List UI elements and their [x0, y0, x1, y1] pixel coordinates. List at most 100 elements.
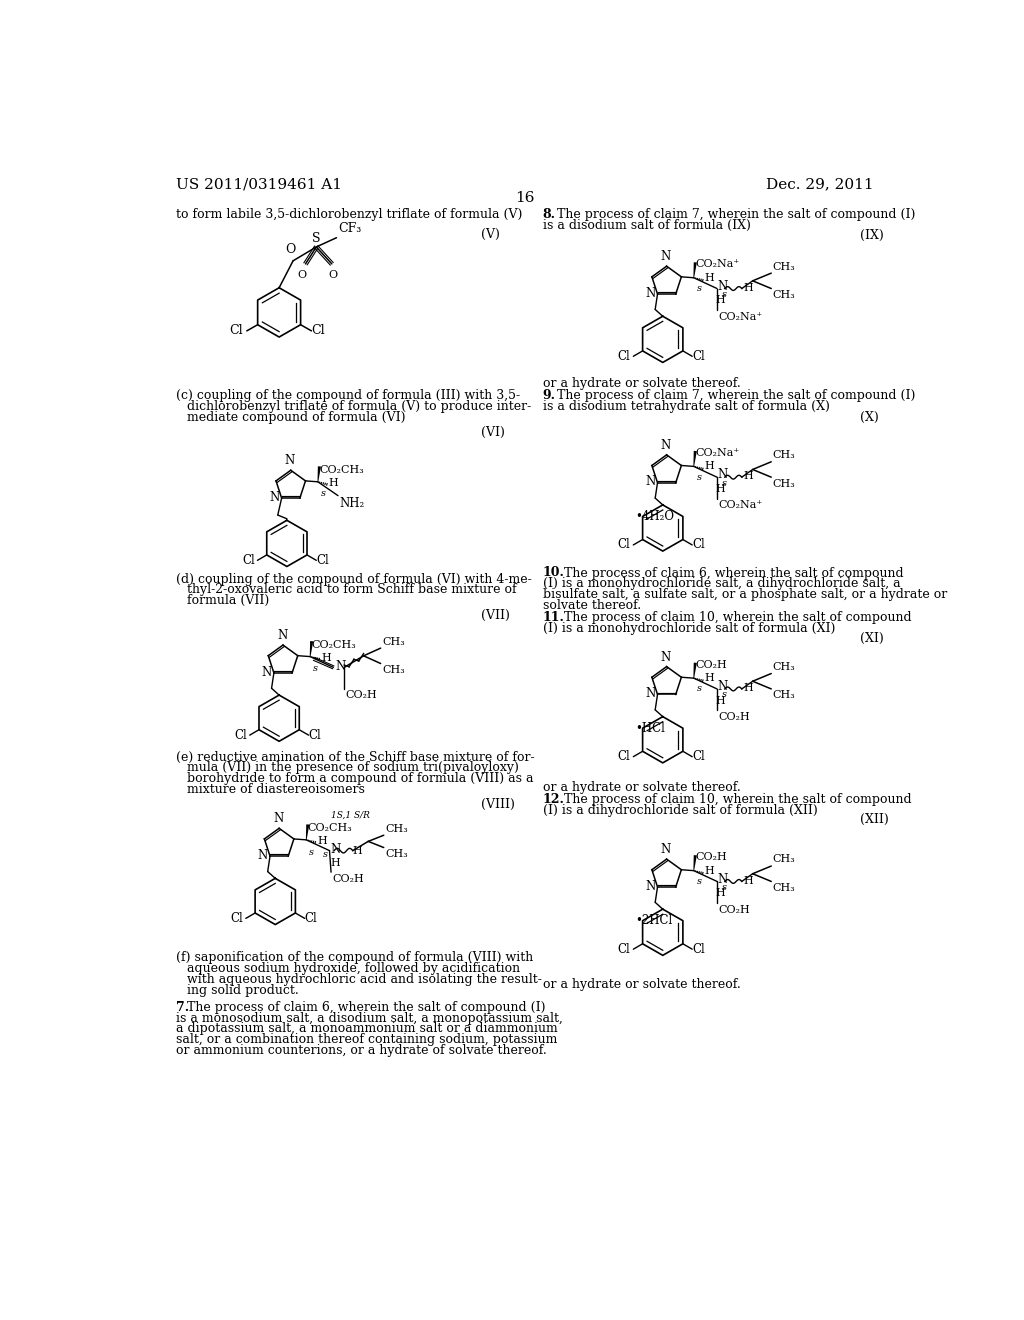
Text: N: N — [660, 651, 671, 664]
Text: is a disodium salt of formula (IX): is a disodium salt of formula (IX) — [543, 219, 751, 232]
Text: is a monosodium salt, a disodium salt, a monopotassium salt,: is a monosodium salt, a disodium salt, a… — [176, 1011, 563, 1024]
Text: 10.: 10. — [543, 566, 564, 579]
Text: CO₂H: CO₂H — [333, 874, 365, 883]
Text: Cl: Cl — [692, 539, 705, 552]
Text: H: H — [716, 296, 725, 305]
Text: CH₃: CH₃ — [382, 636, 404, 647]
Text: Cl: Cl — [308, 729, 322, 742]
Text: H: H — [317, 837, 327, 846]
Text: s: s — [722, 690, 727, 700]
Text: N: N — [335, 660, 345, 673]
Text: a dipotassium salt, a monoammonium salt or a diammonium: a dipotassium salt, a monoammonium salt … — [176, 1022, 558, 1035]
Text: Cl: Cl — [316, 554, 329, 566]
Text: Cl: Cl — [617, 942, 631, 956]
Text: H: H — [352, 846, 362, 855]
Text: CO₂CH₃: CO₂CH₃ — [308, 822, 352, 833]
Text: H: H — [743, 282, 753, 293]
Text: CO₂H: CO₂H — [719, 904, 751, 915]
Text: H: H — [743, 875, 753, 886]
Text: CH₃: CH₃ — [773, 290, 796, 300]
Text: (I) is a monohydrochloride salt of formula (XI): (I) is a monohydrochloride salt of formu… — [543, 622, 835, 635]
Text: 8.: 8. — [543, 209, 556, 222]
Text: CH₃: CH₃ — [773, 690, 796, 701]
Text: (VII): (VII) — [480, 609, 510, 622]
Text: Dec. 29, 2011: Dec. 29, 2011 — [766, 178, 873, 191]
Text: ing solid product.: ing solid product. — [187, 983, 299, 997]
Text: N: N — [645, 286, 655, 300]
Text: N: N — [660, 438, 671, 451]
Text: (V): (V) — [480, 227, 500, 240]
Text: N: N — [718, 280, 728, 293]
Text: US 2011/0319461 A1: US 2011/0319461 A1 — [176, 178, 342, 191]
Text: Cl: Cl — [617, 539, 631, 552]
Text: Cl: Cl — [234, 729, 247, 742]
Text: CO₂Na⁺: CO₂Na⁺ — [695, 447, 739, 458]
Polygon shape — [317, 466, 321, 482]
Text: CO₂H: CO₂H — [719, 711, 751, 722]
Text: dichlorobenzyl triflate of formula (V) to produce inter-: dichlorobenzyl triflate of formula (V) t… — [187, 400, 531, 413]
Text: S: S — [312, 231, 321, 244]
Text: N: N — [645, 879, 655, 892]
Text: (X): (X) — [860, 411, 880, 424]
Text: 1S,1 S/R: 1S,1 S/R — [331, 810, 370, 820]
Text: The process of claim 6, wherein the salt of compound (I): The process of claim 6, wherein the salt… — [187, 1001, 546, 1014]
Text: 7.: 7. — [176, 1001, 189, 1014]
Text: (f) saponification of the compound of formula (VIII) with: (f) saponification of the compound of fo… — [176, 952, 534, 965]
Text: s: s — [309, 847, 314, 857]
Polygon shape — [693, 451, 697, 466]
Text: Cl: Cl — [305, 912, 317, 925]
Text: is a disodium tetrahydrate salt of formula (X): is a disodium tetrahydrate salt of formu… — [543, 400, 829, 413]
Text: s: s — [697, 473, 701, 482]
Text: (VI): (VI) — [480, 426, 505, 440]
Text: CH₃: CH₃ — [773, 883, 796, 892]
Text: N: N — [718, 680, 728, 693]
Text: bisulfate salt, a sulfate salt, or a phosphate salt, or a hydrate or: bisulfate salt, a sulfate salt, or a pho… — [543, 589, 947, 601]
Text: Cl: Cl — [230, 912, 243, 925]
Text: (VIII): (VIII) — [480, 797, 514, 810]
Text: CH₃: CH₃ — [382, 665, 404, 675]
Text: Cl: Cl — [692, 750, 705, 763]
Text: Cl: Cl — [242, 554, 255, 566]
Text: H: H — [705, 273, 715, 282]
Text: or a hydrate or solvate thereof.: or a hydrate or solvate thereof. — [543, 978, 740, 991]
Text: O: O — [329, 271, 338, 280]
Text: N: N — [645, 688, 655, 700]
Text: s: s — [313, 664, 318, 673]
Text: with aqueous hydrochloric acid and isolating the result-: with aqueous hydrochloric acid and isola… — [187, 973, 542, 986]
Text: CO₂H: CO₂H — [346, 690, 378, 701]
Text: CO₂H: CO₂H — [695, 660, 727, 669]
Polygon shape — [309, 642, 313, 656]
Text: formula (VII): formula (VII) — [187, 594, 269, 607]
Text: CH₃: CH₃ — [773, 479, 796, 488]
Text: aqueous sodium hydroxide, followed by acidification: aqueous sodium hydroxide, followed by ac… — [187, 962, 520, 975]
Text: Cl: Cl — [229, 325, 244, 338]
Text: N: N — [261, 665, 271, 678]
Text: Cl: Cl — [617, 750, 631, 763]
Text: N: N — [718, 469, 728, 482]
Text: to form labile 3,5-dichlorobenzyl triflate of formula (V): to form labile 3,5-dichlorobenzyl trifla… — [176, 209, 522, 222]
Text: H: H — [716, 484, 725, 494]
Text: H: H — [705, 866, 715, 875]
Text: •4H₂O: •4H₂O — [636, 510, 675, 523]
Text: N: N — [278, 628, 288, 642]
Text: CH₃: CH₃ — [773, 261, 796, 272]
Polygon shape — [693, 855, 697, 871]
Text: N: N — [331, 843, 341, 857]
Text: •HCl: •HCl — [636, 722, 666, 735]
Text: N: N — [285, 454, 295, 467]
Text: 9.: 9. — [543, 389, 556, 403]
Text: mula (VII) in the presence of sodium tri(pivaloyloxy): mula (VII) in the presence of sodium tri… — [187, 762, 519, 775]
Text: H: H — [705, 462, 715, 471]
Text: CO₂CH₃: CO₂CH₃ — [319, 465, 365, 475]
Text: borohydride to form a compound of formula (VIII) as a: borohydride to form a compound of formul… — [187, 772, 534, 785]
Text: (d) coupling of the compound of formula (VI) with 4-me-: (d) coupling of the compound of formula … — [176, 573, 531, 586]
Text: Cl: Cl — [692, 942, 705, 956]
Text: solvate thereof.: solvate thereof. — [543, 599, 641, 612]
Text: CF₃: CF₃ — [338, 222, 361, 235]
Text: N: N — [660, 249, 671, 263]
Text: CH₃: CH₃ — [773, 854, 796, 865]
Text: s: s — [697, 876, 701, 886]
Text: Cl: Cl — [692, 350, 705, 363]
Text: H: H — [321, 653, 331, 663]
Text: or a hydrate or solvate thereof.: or a hydrate or solvate thereof. — [543, 378, 740, 391]
